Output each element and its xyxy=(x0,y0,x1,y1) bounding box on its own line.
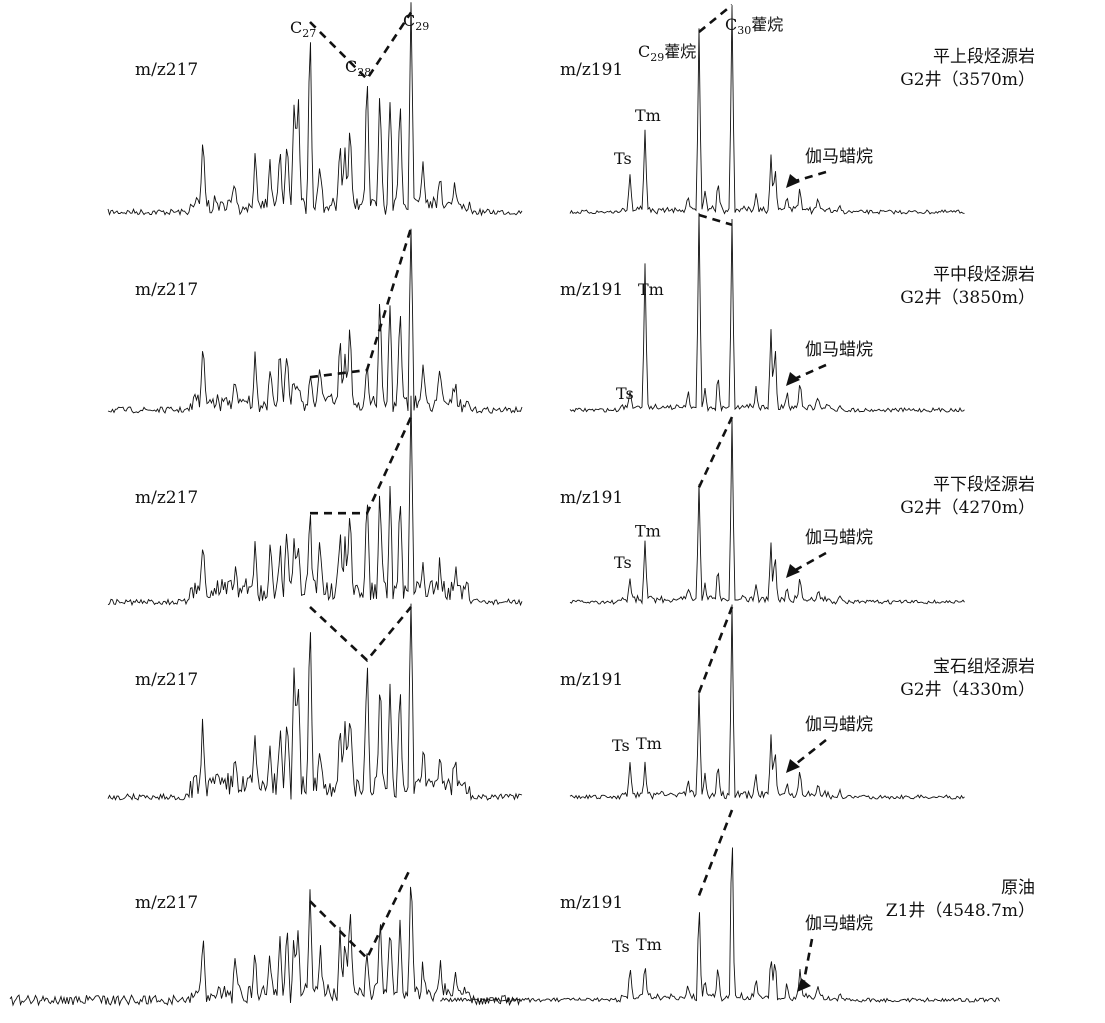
arrowhead-icon xyxy=(786,174,800,188)
sterane-trace-row-3 xyxy=(107,395,523,607)
hopane-trace-row-3 xyxy=(569,418,965,605)
hopane-trace-row-2 xyxy=(569,212,965,413)
sample-name-row-1: 平上段烃源岩 xyxy=(933,47,1035,67)
sample-well-row-2: G2井（3850m） xyxy=(900,288,1035,308)
sterane-trace-row-1 xyxy=(107,2,523,217)
ts-label-row-2: Ts xyxy=(616,384,634,403)
ts-label-row-3: Ts xyxy=(614,553,632,572)
trace-label-m-z191-row-3: m/z191 xyxy=(560,488,623,508)
peak-label-c27: C27 xyxy=(290,18,316,40)
sterane-trace-row-4 xyxy=(107,603,523,801)
trace-label-m-z191-row-1: m/z191 xyxy=(560,60,623,80)
trace-label-m-z217-row-5: m/z217 xyxy=(135,893,198,913)
tm-label-row-2: Tm xyxy=(638,280,664,299)
trace-label-m-z191-row-5: m/z191 xyxy=(560,893,623,913)
sterane-distribution-line-row-2 xyxy=(309,227,413,379)
peak-label-c29-hopane: C29藿烷 xyxy=(638,42,696,64)
hopane-ratio-line-row-4 xyxy=(697,606,734,693)
hopane-ratio-line-row-3 xyxy=(697,416,734,488)
peak-label-c30-hopane: C30藿烷 xyxy=(725,15,783,37)
tm-label-row-5: Tm xyxy=(636,935,662,954)
hopane-ratio-line-row-1 xyxy=(698,3,733,34)
ts-label-row-5: Ts xyxy=(612,937,630,956)
trace-label-m-z217-row-2: m/z217 xyxy=(135,280,198,300)
tm-label-row-1: Tm xyxy=(635,106,661,125)
gammacerane-arrow-row-2 xyxy=(791,363,827,382)
sterane-distribution-line-row-1 xyxy=(309,11,413,82)
annotations: m/z217 m/z191TsTm伽马蜡烷平上段烃源岩G2井（3570m）m/z2… xyxy=(135,3,1035,992)
sample-well-row-5: Z1井（4548.7m） xyxy=(886,901,1035,921)
hopane-ratio-line-row-5 xyxy=(697,809,734,896)
gammacerane-arrow-row-5 xyxy=(801,938,814,987)
hopane-trace-row-5 xyxy=(439,847,1000,1004)
trace-label-m-z191-row-2: m/z191 xyxy=(560,280,623,300)
tm-label-row-4: Tm xyxy=(636,734,662,753)
sample-name-row-4: 宝石组烃源岩 xyxy=(933,657,1035,677)
arrowhead-icon xyxy=(797,978,811,992)
hopane-trace-row-4 xyxy=(569,604,965,801)
gammacerane-label-row-1: 伽马蜡烷 xyxy=(805,147,873,167)
hopane-trace-row-1 xyxy=(569,6,965,216)
sterane-distribution-line-row-4 xyxy=(309,606,413,663)
sample-well-row-3: G2井（4270m） xyxy=(900,498,1035,518)
sterane-distribution-line-row-5 xyxy=(309,866,413,961)
trace-label-m-z191-row-4: m/z191 xyxy=(560,670,623,690)
trace-label-m-z217-row-1: m/z217 xyxy=(135,60,198,80)
sterane-trace-row-5 xyxy=(9,886,521,1007)
sample-well-row-4: G2井（4330m） xyxy=(900,680,1035,700)
gammacerane-arrow-row-3 xyxy=(791,551,827,574)
sterane-trace-row-2 xyxy=(107,228,523,414)
sample-name-row-3: 平下段烃源岩 xyxy=(933,475,1035,495)
trace-label-m-z217-row-4: m/z217 xyxy=(135,670,198,690)
peak-label-c28: C28 xyxy=(345,57,371,79)
gammacerane-label-row-5: 伽马蜡烷 xyxy=(805,914,873,934)
peak-label-c29: C29 xyxy=(403,11,429,33)
sample-well-row-1: G2井（3570m） xyxy=(900,70,1035,90)
sample-name-row-5: 原油 xyxy=(1001,878,1035,898)
gammacerane-label-row-2: 伽马蜡烷 xyxy=(805,340,873,360)
ts-label-row-4: Ts xyxy=(612,736,630,755)
tm-label-row-3: Tm xyxy=(635,522,661,541)
gammacerane-label-row-3: 伽马蜡烷 xyxy=(805,528,873,548)
hopane-ratio-line-row-2 xyxy=(698,213,733,227)
sample-name-row-2: 平中段烃源岩 xyxy=(933,265,1035,285)
sterane-distribution-line-row-3 xyxy=(310,416,413,515)
arrowhead-icon xyxy=(786,759,800,773)
arrowhead-icon xyxy=(786,564,800,578)
chromatogram-traces xyxy=(9,2,1000,1007)
ts-label-row-1: Ts xyxy=(614,149,632,168)
gammacerane-arrow-row-4 xyxy=(791,738,827,769)
trace-label-m-z217-row-3: m/z217 xyxy=(135,488,198,508)
gammacerane-label-row-4: 伽马蜡烷 xyxy=(805,715,873,735)
arrowhead-icon xyxy=(786,372,800,386)
